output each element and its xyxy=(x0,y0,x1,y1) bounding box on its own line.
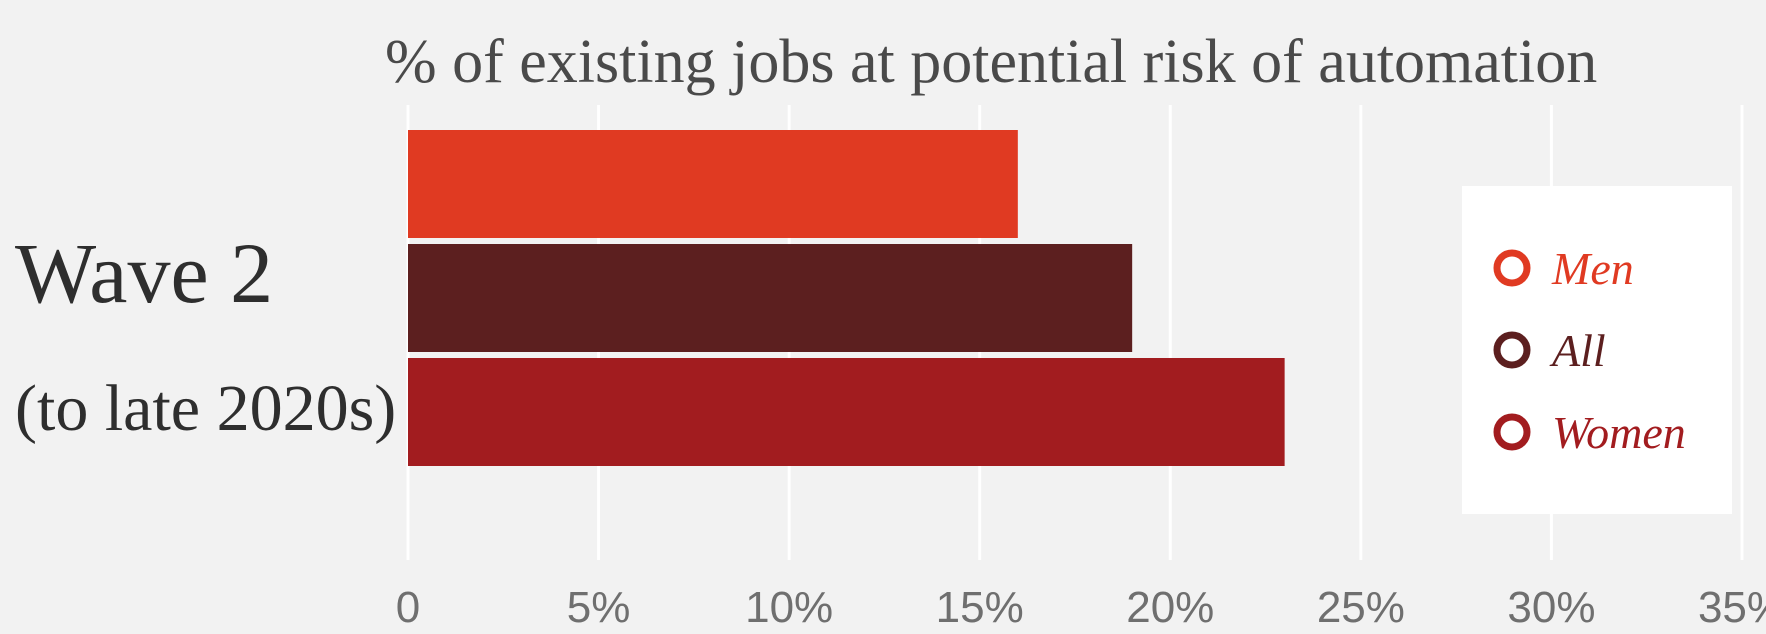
x-tick-label-5: 25% xyxy=(1317,583,1405,632)
legend-label-men: Men xyxy=(1551,243,1634,294)
legend-marker-women xyxy=(1493,413,1531,451)
x-tick-label-2: 10% xyxy=(745,583,833,632)
x-tick-label-3: 15% xyxy=(936,583,1024,632)
chart-title: % of existing jobs at potential risk of … xyxy=(385,28,1597,96)
x-tick-label-6: 30% xyxy=(1507,583,1595,632)
legend-box xyxy=(1462,186,1732,514)
bars xyxy=(408,130,1285,466)
legend-marker-men xyxy=(1493,249,1531,287)
category-sublabel: (to late 2020s) xyxy=(15,372,396,445)
legend-label-all: All xyxy=(1549,325,1606,376)
x-tick-label-1: 5% xyxy=(567,583,631,632)
bar-women xyxy=(408,358,1285,466)
category-label: Wave 2 xyxy=(15,225,273,321)
bar-all xyxy=(408,244,1133,352)
legend-marker-all xyxy=(1493,331,1531,369)
x-tick-label-4: 20% xyxy=(1126,583,1214,632)
x-tick-label-7: 35% xyxy=(1698,583,1766,632)
bar-men xyxy=(408,130,1018,238)
x-tick-label-0: 0 xyxy=(396,583,420,632)
legend-label-women: Women xyxy=(1552,407,1686,458)
x-axis-tick-labels: 0 5% 10% 15% 20% 25% 30% 35% xyxy=(396,583,1766,632)
legend: Men All Women xyxy=(1462,186,1732,514)
